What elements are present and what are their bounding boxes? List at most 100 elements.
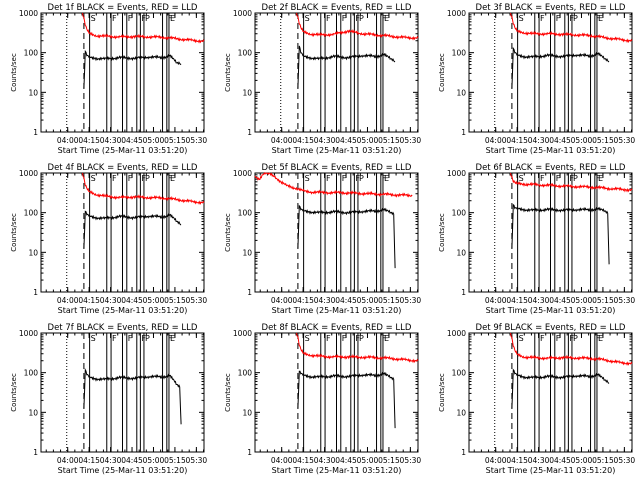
segment-marker-label: E <box>384 334 389 343</box>
segment-marker-label: S <box>91 334 96 343</box>
x-tick-label: 05:15 <box>592 456 614 465</box>
x-tick-label: 04:30 <box>528 456 550 465</box>
series-line-lld <box>510 332 633 366</box>
y-axis-label: Counts/sec <box>10 53 18 92</box>
segment-marker-label: P <box>573 14 578 23</box>
x-tick-label: 05:30 <box>400 296 422 305</box>
x-tick-label: 04:30 <box>314 136 336 145</box>
series-line-lld <box>296 332 419 364</box>
segment-marker-label: F <box>168 14 173 23</box>
segment-marker-label: E <box>384 174 389 183</box>
x-tick-label: 04:30 <box>100 136 122 145</box>
x-tick-label: 04:00 <box>271 296 293 305</box>
y-axis-label: Counts/sec <box>10 373 18 412</box>
x-tick-label: 04:45 <box>335 136 357 145</box>
y-tick-label: 1000 <box>19 9 38 18</box>
x-tick-label: 04:30 <box>314 456 336 465</box>
series-line-events <box>83 49 182 89</box>
x-axis-label: Start Time (25-Mar-11 03:51:20) <box>486 466 616 475</box>
x-tick-label: 04:00 <box>485 456 507 465</box>
x-tick-label: 04:30 <box>528 136 550 145</box>
y-tick-label: 1000 <box>447 9 466 18</box>
x-tick-label: 04:15 <box>292 136 314 145</box>
x-tick-label: 04:30 <box>100 296 122 305</box>
x-tick-label: 04:45 <box>121 456 143 465</box>
y-tick-label: 1000 <box>233 329 252 338</box>
x-tick-label: 05:30 <box>186 456 208 465</box>
segment-marker-label: S <box>91 174 96 183</box>
x-axis-label: Start Time (25-Mar-11 03:51:20) <box>58 146 188 155</box>
chart-title: Det 6f BLACK = Events, RED = LLD <box>476 163 626 173</box>
x-tick-label: 05:15 <box>378 136 400 145</box>
chart-panel-2: Det 2f BLACK = Events, RED = LLD 1 10 100 10… <box>224 3 421 155</box>
x-tick-label: 05:30 <box>400 136 422 145</box>
y-tick-label: 1 <box>247 128 252 137</box>
segment-marker-label: F <box>382 334 387 343</box>
y-tick-label: 100 <box>238 49 253 58</box>
segment-marker-label: P <box>573 174 578 183</box>
x-tick-label: 04:15 <box>78 456 100 465</box>
x-tick-label: 04:45 <box>549 296 571 305</box>
series-line-events <box>297 370 396 429</box>
x-tick-label: 04:45 <box>549 456 571 465</box>
series-line-events <box>511 46 610 89</box>
x-tick-label: 05:15 <box>164 296 186 305</box>
segment-marker-label: S <box>305 14 310 23</box>
x-axis-label: Start Time (25-Mar-11 03:51:20) <box>58 466 188 475</box>
series-line-events <box>297 204 396 269</box>
segment-marker-label: E <box>598 334 603 343</box>
segment-marker-label: S <box>519 14 524 23</box>
x-tick-label: 05:15 <box>592 296 614 305</box>
series-line-lld <box>296 12 419 41</box>
chart-panel-4: Det 4f BLACK = Events, RED = LLD 1 10 100 10… <box>10 163 207 315</box>
y-axis-label: Counts/sec <box>224 213 232 252</box>
y-tick-label: 10 <box>456 248 466 257</box>
segment-marker-label: P <box>145 174 150 183</box>
segment-marker-label: F <box>596 14 601 23</box>
segment-marker-label: P <box>359 14 364 23</box>
y-tick-label: 1 <box>33 128 38 137</box>
segment-marker-label: S <box>305 334 310 343</box>
x-tick-label: 04:45 <box>335 456 357 465</box>
y-tick-label: 10 <box>456 88 466 97</box>
x-tick-label: 04:00 <box>271 456 293 465</box>
y-tick-label: 100 <box>452 209 467 218</box>
segment-marker-label: F <box>556 334 561 343</box>
chart-panel-1: Det 1f BLACK = Events, RED = LLD 1 10 100 10… <box>10 3 207 155</box>
x-tick-label: 05:15 <box>592 136 614 145</box>
x-axis-label: Start Time (25-Mar-11 03:51:20) <box>486 306 616 315</box>
x-tick-label: 05:00 <box>571 136 593 145</box>
y-tick-label: 1 <box>461 128 466 137</box>
segment-marker-label: F <box>112 174 117 183</box>
y-tick-label: 1 <box>33 448 38 457</box>
segment-marker-label: E <box>170 174 175 183</box>
x-tick-label: 04:30 <box>100 456 122 465</box>
series-line-lld <box>82 12 205 44</box>
segment-marker-label: F <box>326 334 331 343</box>
segment-marker-label: S <box>91 14 96 23</box>
chart-panel-7: Det 7f BLACK = Events, RED = LLD 1 10 100 10… <box>10 323 207 475</box>
series-line-events <box>511 203 610 265</box>
segment-marker-label: F <box>112 334 117 343</box>
x-axis-label: Start Time (25-Mar-11 03:51:20) <box>272 306 402 315</box>
y-axis-label: Counts/sec <box>438 373 446 412</box>
x-tick-label: 04:15 <box>78 296 100 305</box>
segment-marker-label: P <box>359 334 364 343</box>
segment-marker-label: F <box>168 174 173 183</box>
y-tick-label: 10 <box>456 408 466 417</box>
y-tick-label: 1000 <box>447 329 466 338</box>
chart-title: Det 5f BLACK = Events, RED = LLD <box>262 163 412 173</box>
segment-marker-label: F <box>128 334 133 343</box>
series-line-lld <box>510 172 633 193</box>
y-tick-label: 100 <box>452 369 467 378</box>
chart-title: Det 4f BLACK = Events, RED = LLD <box>48 163 198 173</box>
segment-marker-label: F <box>382 174 387 183</box>
segment-marker-label: F <box>596 174 601 183</box>
chart-panel-8: Det 8f BLACK = Events, RED = LLD 1 10 100 10… <box>224 323 421 475</box>
y-axis-label: Counts/sec <box>224 53 232 92</box>
x-tick-label: 04:30 <box>314 296 336 305</box>
y-tick-label: 1 <box>461 288 466 297</box>
chart-panel-6: Det 6f BLACK = Events, RED = LLD 1 10 100 10… <box>438 163 635 315</box>
segment-marker-label: F <box>112 14 117 23</box>
chart-panel-9: Det 9f BLACK = Events, RED = LLD 1 10 100 10… <box>438 323 635 475</box>
